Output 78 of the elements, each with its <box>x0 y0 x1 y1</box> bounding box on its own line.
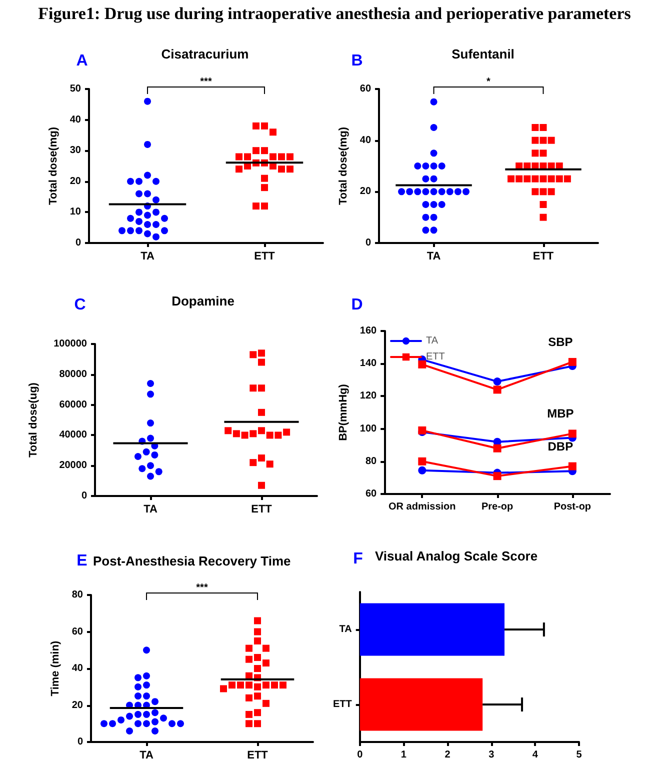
y-tick-label: 30 <box>70 145 82 156</box>
y-tick-label: 140 <box>360 358 378 370</box>
text: * <box>486 76 491 88</box>
annotation: MBP <box>547 406 574 421</box>
chart-title: Sufentanil <box>452 46 514 62</box>
point <box>568 358 576 366</box>
text: A <box>76 52 88 70</box>
y-tick-label: 20 <box>72 700 84 711</box>
text: D <box>351 296 363 314</box>
point <box>493 444 502 452</box>
text: *** <box>196 582 208 594</box>
point <box>493 378 502 386</box>
text: Figure1: Drug use during intraoperative anesthesia and perioperative parameters <box>37 4 632 24</box>
y-axis-title: Time (min) <box>49 640 62 696</box>
y-tick-label: 20 <box>70 176 82 187</box>
y-tick-label: 40 <box>70 114 82 126</box>
y-tick-label: 0 <box>75 238 82 248</box>
y-axis-title: Total dose(mg) <box>47 126 60 206</box>
y-tick-label: 40000 <box>59 430 88 441</box>
y-tick-label: 20000 <box>59 460 88 472</box>
x-tick-label: ETT <box>532 250 554 262</box>
x-tick-label: 3 <box>488 750 495 760</box>
y-axis-title: BP(mmHg) <box>338 384 350 441</box>
annotation: DBP <box>548 439 574 454</box>
point <box>493 386 502 394</box>
y-axis-title: Total dose(ug) <box>28 382 40 458</box>
x-tick-label: OR admission <box>388 502 456 512</box>
x-tick-label: Pre-op <box>481 502 514 512</box>
point <box>568 430 576 438</box>
point <box>493 472 502 480</box>
annotation: SBP <box>548 334 573 349</box>
y-tick-label: 0 <box>81 490 88 502</box>
x-tick-label: ETT <box>247 750 268 762</box>
y-tick-label: 0 <box>77 736 84 748</box>
x-tick-label: 2 <box>444 750 451 760</box>
text: C <box>74 296 86 314</box>
text: E <box>76 552 88 570</box>
y-tick-label: 60000 <box>59 399 88 410</box>
chart-title: Cisatracurium <box>161 46 249 62</box>
y-tick-label: 80 <box>72 590 84 600</box>
y-tick-label: 120 <box>360 390 378 402</box>
text: *** <box>200 76 212 88</box>
point <box>418 457 426 466</box>
chart-title: Post-Anesthesia Recovery Time <box>93 554 291 568</box>
y-tick-label: 60 <box>72 626 84 638</box>
legend-label: TA <box>426 336 438 346</box>
y-tick-label: 40 <box>72 663 84 674</box>
point <box>568 462 576 470</box>
x-tick-label: TA <box>144 504 158 516</box>
x-tick-label: 4 <box>532 750 538 760</box>
y-tick-label: 40 <box>360 134 372 146</box>
x-tick-label: Post-op <box>554 502 592 512</box>
x-tick-label: ETT <box>254 250 276 262</box>
y-tick-label: 0 <box>365 238 372 248</box>
point <box>418 466 426 474</box>
y-tick-label: 80000 <box>59 368 88 380</box>
chart-title: Visual Analog Scale Score <box>375 548 538 564</box>
y-tick-label: 20 <box>360 186 372 198</box>
point <box>418 360 426 368</box>
y-tick-label: 50 <box>70 84 82 94</box>
y-tick-label: 100 <box>360 423 378 434</box>
x-tick-label: TA <box>140 750 154 762</box>
y-axis-title: Total dose(mg) <box>338 126 350 206</box>
legend-label: ETT <box>426 352 445 362</box>
y-tick-label: 60 <box>365 488 378 500</box>
x-tick-label: TA <box>426 250 441 262</box>
x-tick-label: ETT <box>251 504 272 516</box>
text: F <box>353 550 364 568</box>
y-tick-label: 60 <box>360 84 372 94</box>
text: B <box>351 52 363 70</box>
x-tick-label: 5 <box>576 750 582 760</box>
x-tick-label: TA <box>140 250 154 262</box>
y-tick-label: 80 <box>365 456 378 467</box>
y-tick-label: 160 <box>360 326 378 336</box>
x-tick-label: 1 <box>400 750 407 760</box>
y-tick-label: 10 <box>70 206 82 218</box>
y-tick-label: 100000 <box>54 338 88 350</box>
chart-title: Dopamine <box>172 294 234 308</box>
